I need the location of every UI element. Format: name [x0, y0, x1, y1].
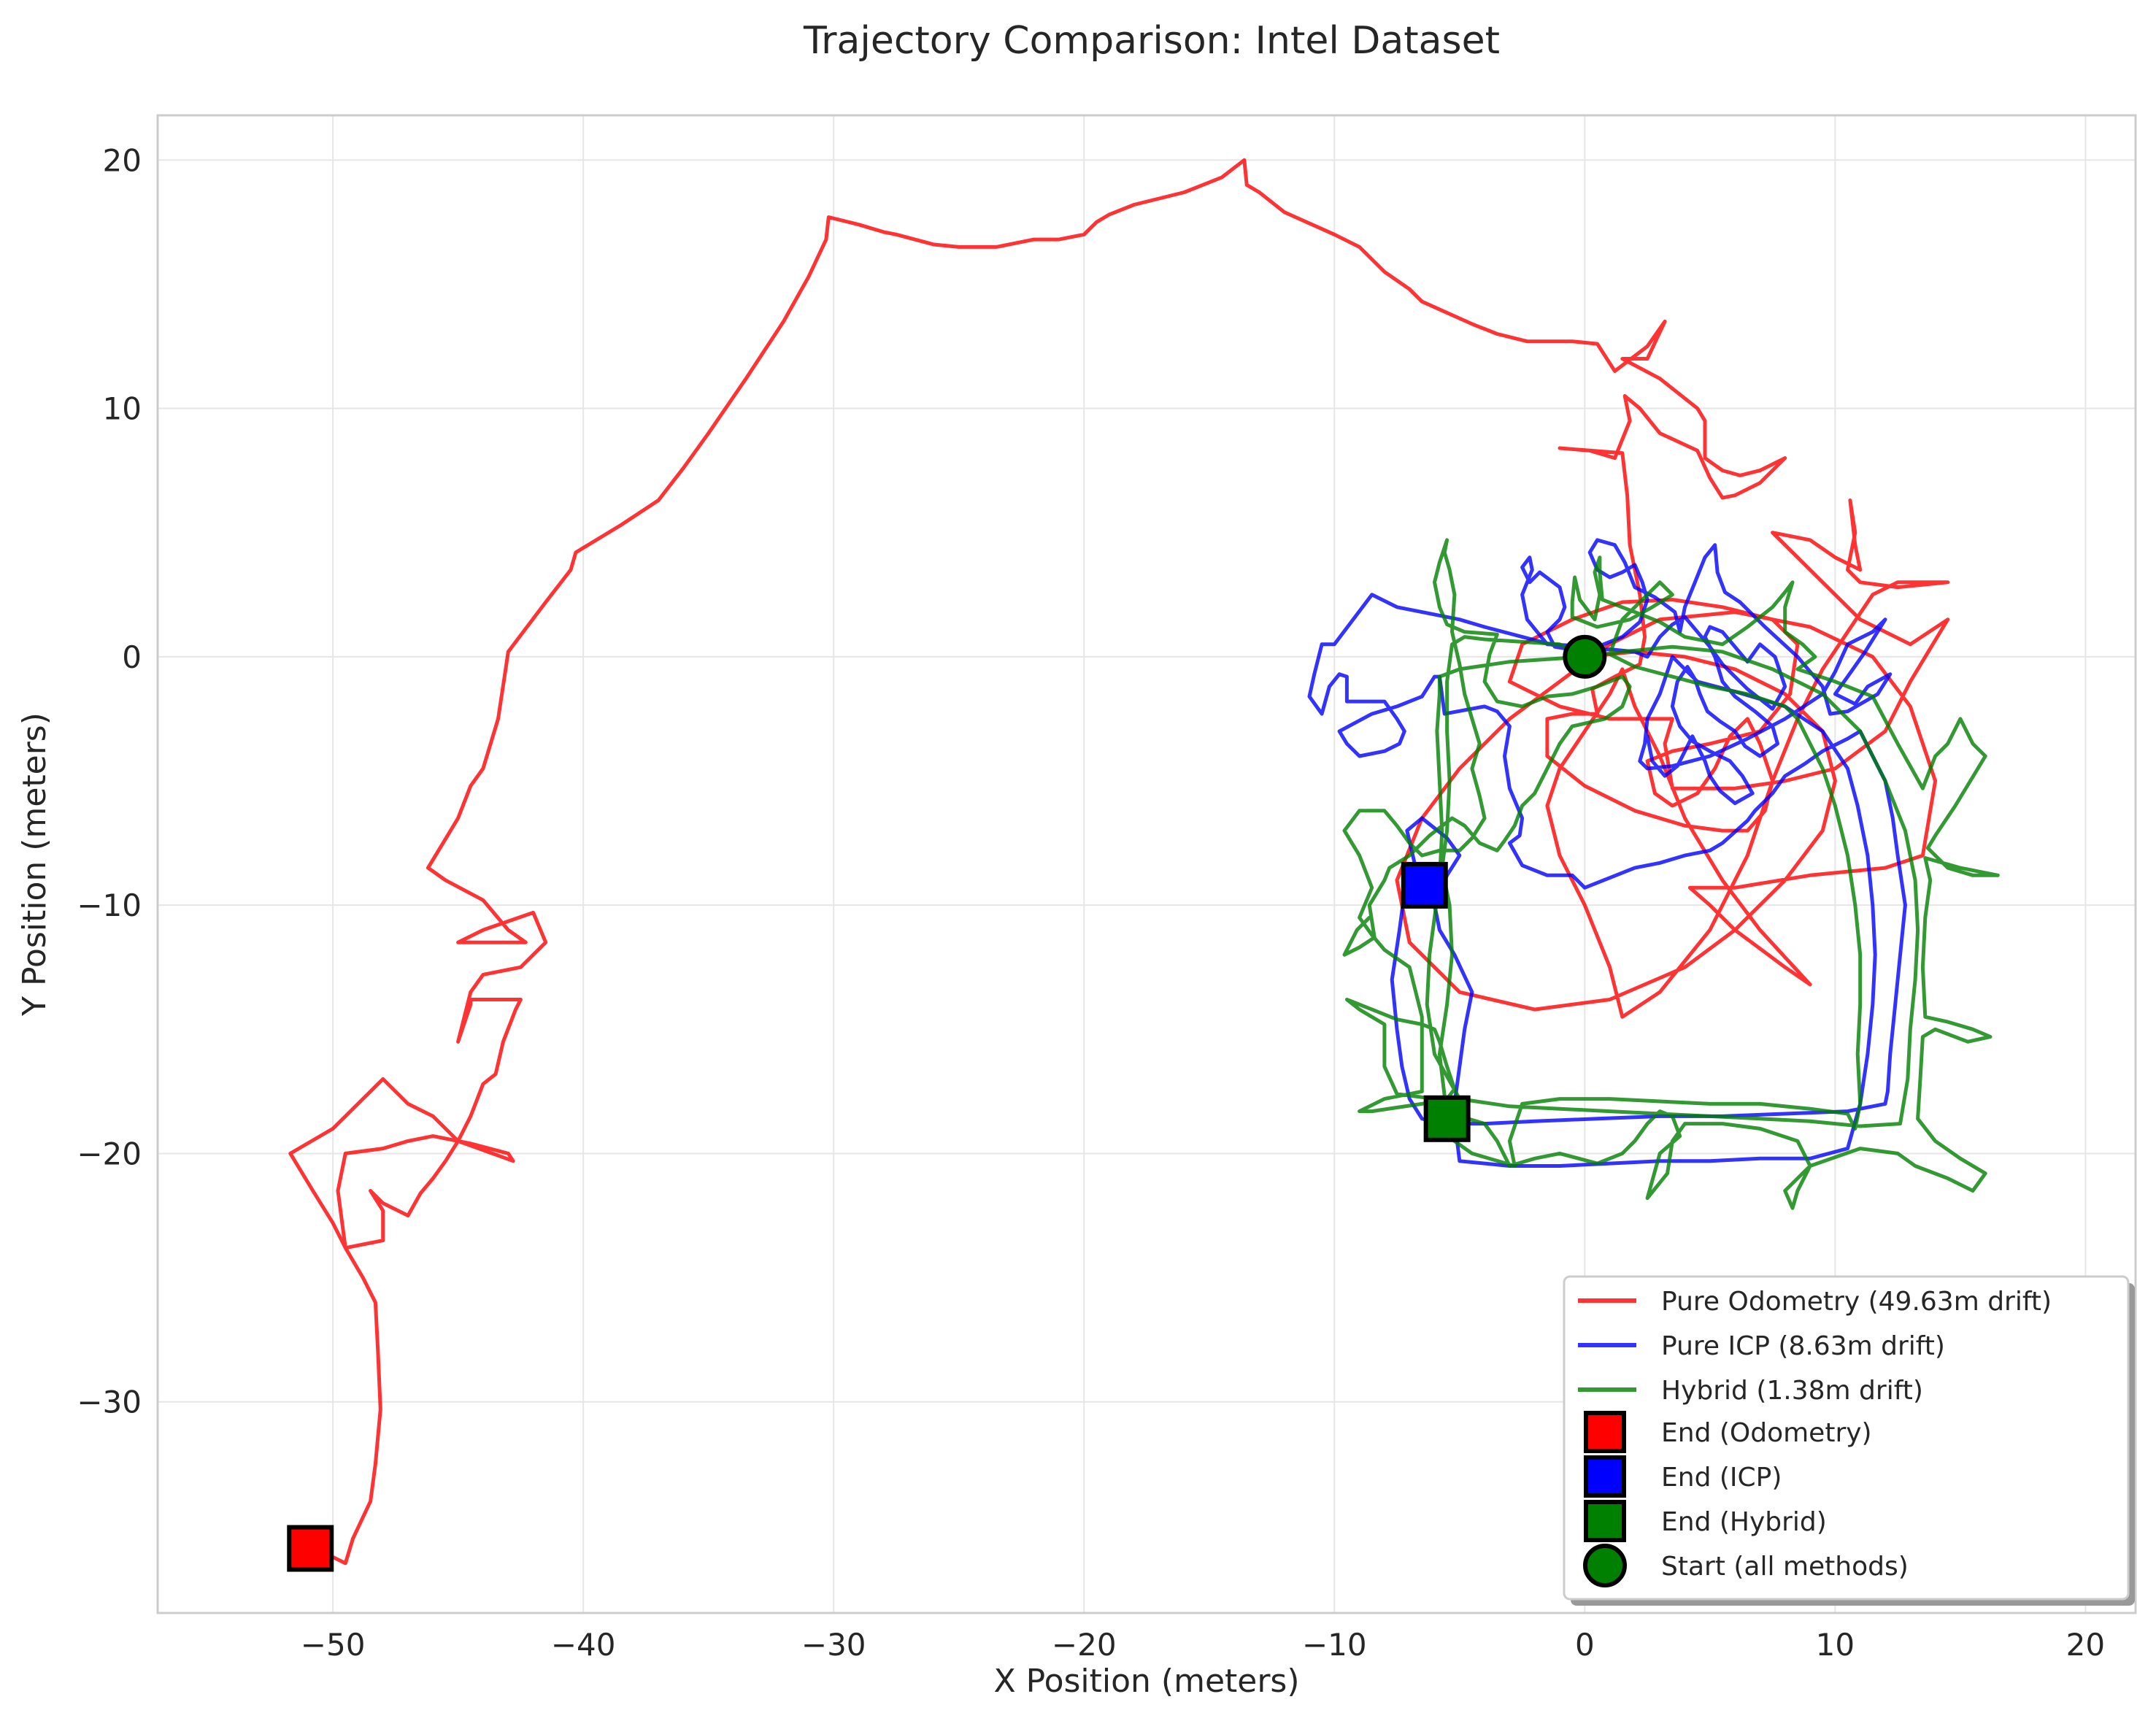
start-marker [1563, 634, 1607, 679]
x-tick-label: 0 [1575, 1627, 1595, 1663]
x-tick-label: 10 [1816, 1627, 1855, 1663]
x-tick-label: −20 [1052, 1627, 1117, 1663]
y-tick-label: −20 [77, 1136, 142, 1171]
y-tick-label: 0 [122, 639, 142, 675]
grid-layer [158, 115, 2136, 1613]
legend-label-hybrid: Hybrid (1.38m drift) [1661, 1376, 1923, 1406]
x-axis-label: X Position (meters) [993, 1663, 1299, 1700]
legend-label-icp: Pure ICP (8.63m drift) [1661, 1331, 1945, 1361]
chart-title: Trajectory Comparison: Intel Dataset [803, 19, 1500, 63]
legend: Pure Odometry (49.63m drift) Pure ICP (8… [1563, 1275, 2135, 1606]
y-tick-label: −10 [77, 888, 142, 923]
x-tick-label: −30 [801, 1627, 866, 1663]
y-tick-label: 10 [103, 391, 142, 427]
y-axis-label: Y Position (meters) [16, 712, 53, 1017]
x-tick-label: 20 [2066, 1627, 2105, 1663]
legend-label-start: Start (all methods) [1661, 1552, 1909, 1582]
y-tick-label: 20 [103, 142, 142, 178]
legend-label-end-odometry: End (Odometry) [1661, 1418, 1872, 1448]
legend-label-odometry: Pure Odometry (49.63m drift) [1661, 1287, 2052, 1317]
legend-marker-start [1583, 1544, 1627, 1587]
hybrid-trajectory-line [1342, 538, 2000, 1210]
odometry-trajectory-line [288, 158, 1950, 1566]
end-marker-icp [1401, 861, 1448, 909]
end-marker-hybrid [1423, 1095, 1471, 1142]
legend-box [1563, 1275, 2130, 1601]
plot-series-layer [287, 158, 2000, 1572]
legend-marker-end-hybrid [1584, 1500, 1626, 1542]
end-marker-odometry [287, 1525, 334, 1572]
tick-labels: −50 −40 −30 −20 −10 0 10 20 −30 −20 −10 0 10 20 [77, 142, 2105, 1663]
legend-marker-end-icp [1584, 1455, 1626, 1498]
legend-marker-end-odometry [1584, 1411, 1626, 1453]
x-tick-label: −50 [301, 1627, 366, 1663]
legend-label-end-hybrid: End (Hybrid) [1661, 1507, 1827, 1537]
x-tick-label: −10 [1302, 1627, 1367, 1663]
legend-label-end-icp: End (ICP) [1661, 1463, 1782, 1493]
x-tick-label: −40 [551, 1627, 616, 1663]
plot-frame [156, 114, 2137, 1614]
y-tick-label: −30 [77, 1385, 142, 1420]
